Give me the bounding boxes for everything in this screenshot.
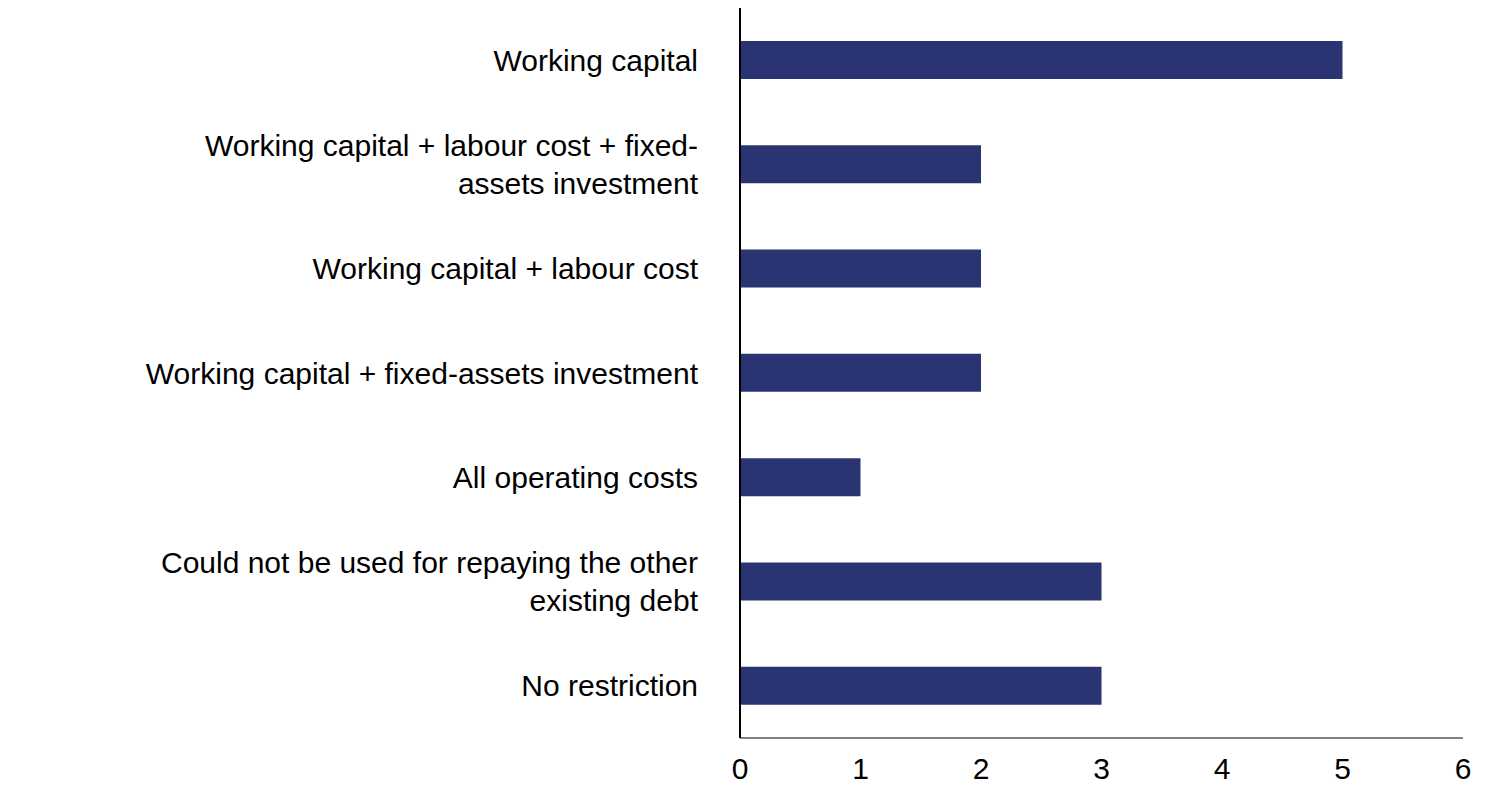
svg-text:0: 0 bbox=[732, 752, 749, 785]
svg-text:assets investment: assets investment bbox=[458, 167, 699, 200]
svg-text:Working capital + fixed-assets: Working capital + fixed-assets investmen… bbox=[146, 357, 699, 390]
svg-text:4: 4 bbox=[1214, 752, 1231, 785]
svg-text:Working capital: Working capital bbox=[493, 44, 698, 77]
svg-text:1: 1 bbox=[852, 752, 869, 785]
svg-text:3: 3 bbox=[1093, 752, 1110, 785]
svg-text:Working capital + labour cost: Working capital + labour cost + fixed- bbox=[205, 129, 698, 162]
svg-text:existing debt: existing debt bbox=[530, 584, 699, 617]
svg-text:No restriction: No restriction bbox=[521, 669, 698, 702]
svg-text:Working capital + labour cost: Working capital + labour cost bbox=[313, 252, 699, 285]
svg-text:2: 2 bbox=[973, 752, 990, 785]
svg-text:Could not be used for repaying: Could not be used for repaying the other bbox=[161, 546, 698, 579]
svg-text:6: 6 bbox=[1455, 752, 1472, 785]
svg-text:5: 5 bbox=[1334, 752, 1351, 785]
svg-text:All operating costs: All operating costs bbox=[453, 461, 698, 494]
